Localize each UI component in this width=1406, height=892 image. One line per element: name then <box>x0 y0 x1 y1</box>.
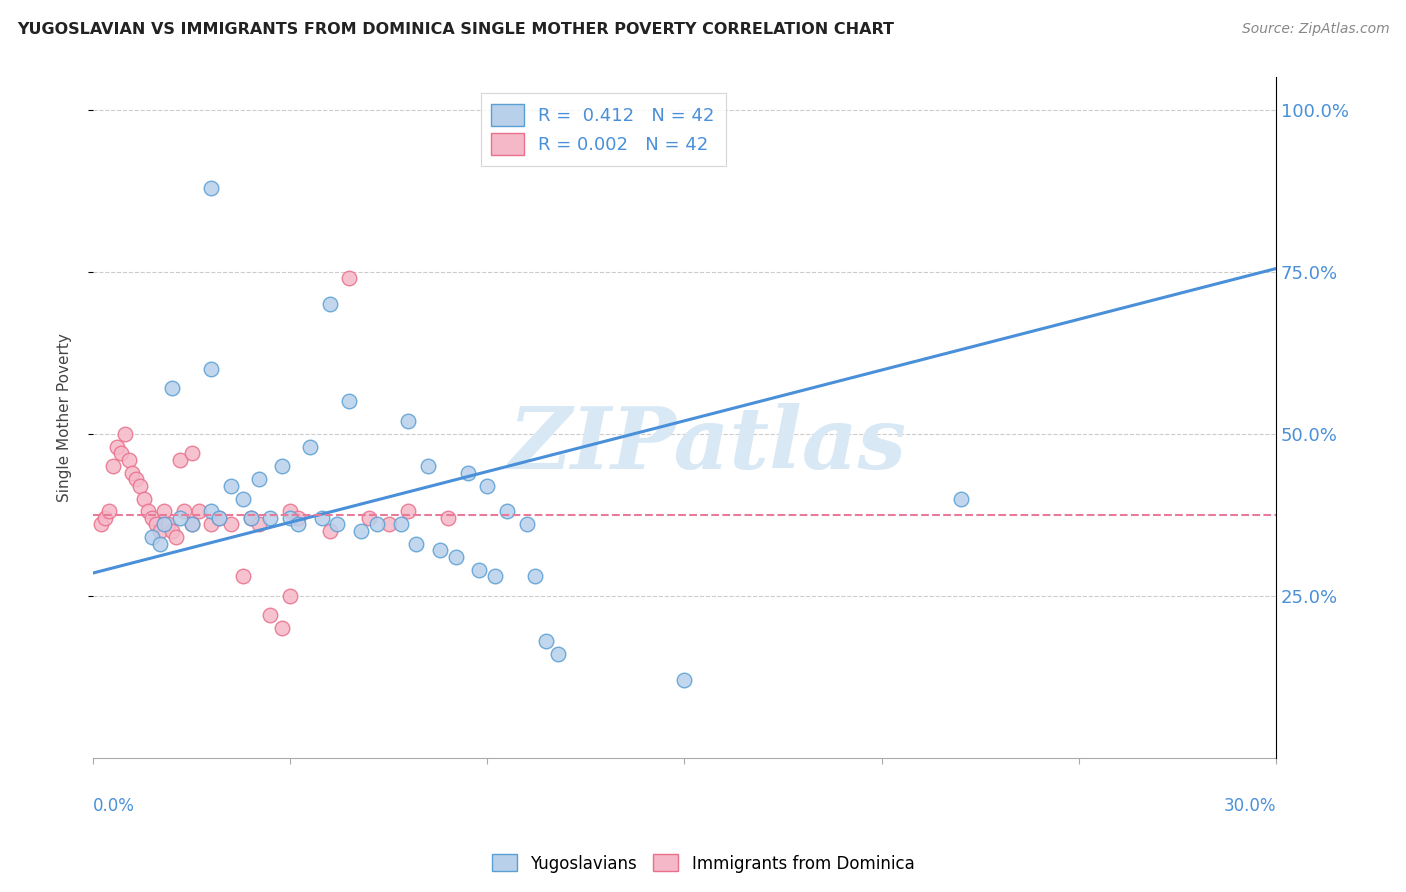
Text: Source: ZipAtlas.com: Source: ZipAtlas.com <box>1241 22 1389 37</box>
Point <box>117 452 139 467</box>
Point <box>444 549 467 564</box>
Point <box>114 426 136 441</box>
Point <box>219 517 242 532</box>
Point <box>337 271 360 285</box>
Point <box>398 414 420 428</box>
Point <box>180 517 202 532</box>
Point <box>318 297 340 311</box>
Point <box>516 517 538 532</box>
Point <box>357 511 380 525</box>
Point <box>153 517 176 532</box>
Point <box>145 517 167 532</box>
Text: ZIPatlas: ZIPatlas <box>509 403 907 486</box>
Point <box>90 517 112 532</box>
Legend: R =  0.412   N = 42, R = 0.002   N = 42: R = 0.412 N = 42, R = 0.002 N = 42 <box>481 94 725 166</box>
Point <box>457 466 479 480</box>
Point <box>496 504 519 518</box>
Point <box>208 511 231 525</box>
Point <box>418 459 440 474</box>
Point <box>318 524 340 538</box>
Point <box>121 466 143 480</box>
Point <box>173 504 195 518</box>
Point <box>337 394 360 409</box>
Text: 0.0%: 0.0% <box>93 797 135 814</box>
Point <box>149 537 172 551</box>
Point <box>200 362 222 376</box>
Point <box>673 673 696 687</box>
Point <box>141 511 163 525</box>
Point <box>153 504 176 518</box>
Point <box>259 511 281 525</box>
Point <box>129 478 152 492</box>
Text: YUGOSLAVIAN VS IMMIGRANTS FROM DOMINICA SINGLE MOTHER POVERTY CORRELATION CHART: YUGOSLAVIAN VS IMMIGRANTS FROM DOMINICA … <box>17 22 894 37</box>
Point <box>278 504 301 518</box>
Point <box>398 504 420 518</box>
Point <box>239 511 262 525</box>
Point <box>165 530 187 544</box>
Point <box>247 517 270 532</box>
Point <box>429 543 451 558</box>
Point <box>94 511 117 525</box>
Point <box>110 446 132 460</box>
Point <box>326 517 349 532</box>
Point <box>350 524 373 538</box>
Point <box>523 569 546 583</box>
Point <box>149 524 172 538</box>
Point <box>101 459 124 474</box>
Point <box>468 563 491 577</box>
Point <box>311 511 333 525</box>
Point <box>160 524 183 538</box>
Point <box>271 621 294 635</box>
Point <box>949 491 972 506</box>
Point <box>105 440 128 454</box>
Text: 30.0%: 30.0% <box>1223 797 1277 814</box>
Point <box>169 452 191 467</box>
Point <box>477 478 499 492</box>
Point <box>141 530 163 544</box>
Point <box>247 472 270 486</box>
Point <box>278 511 301 525</box>
Point <box>366 517 388 532</box>
Point <box>200 180 222 194</box>
Point <box>271 459 294 474</box>
Point <box>200 517 222 532</box>
Point <box>547 647 569 661</box>
Point <box>239 511 262 525</box>
Point <box>188 504 211 518</box>
Point <box>180 517 202 532</box>
Point <box>287 517 309 532</box>
Point <box>180 446 202 460</box>
Point <box>125 472 148 486</box>
Legend: Yugoslavians, Immigrants from Dominica: Yugoslavians, Immigrants from Dominica <box>485 847 921 880</box>
Point <box>389 517 412 532</box>
Point <box>208 511 231 525</box>
Point <box>278 589 301 603</box>
Point <box>298 440 321 454</box>
Y-axis label: Single Mother Poverty: Single Mother Poverty <box>58 333 72 502</box>
Point <box>136 504 159 518</box>
Point <box>405 537 427 551</box>
Point <box>259 608 281 623</box>
Point <box>377 517 399 532</box>
Point <box>536 634 558 648</box>
Point <box>232 491 254 506</box>
Point <box>287 511 309 525</box>
Point <box>437 511 460 525</box>
Point <box>219 478 242 492</box>
Point <box>134 491 156 506</box>
Point <box>200 504 222 518</box>
Point <box>156 517 179 532</box>
Point <box>97 504 120 518</box>
Point <box>484 569 506 583</box>
Point <box>169 511 191 525</box>
Point <box>232 569 254 583</box>
Point <box>160 381 183 395</box>
